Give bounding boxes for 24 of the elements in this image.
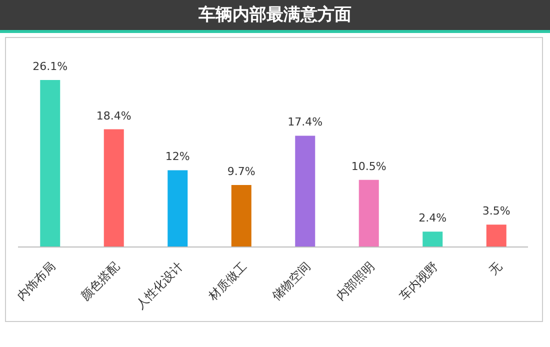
x-tick-label: 车内视野 — [396, 259, 441, 304]
data-label: 9.7% — [227, 164, 256, 178]
x-tick-label: 人性化设计 — [133, 259, 186, 312]
bar — [295, 136, 316, 247]
bar — [168, 170, 188, 247]
data-label: 17.4% — [288, 116, 323, 129]
data-label: 12% — [165, 150, 190, 164]
bar — [358, 180, 379, 247]
data-label: 2.4% — [418, 212, 447, 225]
bar — [486, 224, 506, 247]
x-tick-label: 材质做工 — [204, 259, 250, 304]
bar — [40, 80, 60, 247]
x-tick-label: 无 — [486, 259, 504, 278]
x-tick-label: 内饰布局 — [14, 259, 58, 304]
x-tick-label: 颜色搭配 — [78, 259, 122, 304]
data-label: 3.5% — [482, 204, 510, 218]
bar — [231, 184, 252, 247]
x-tick-label: 内部照明 — [333, 259, 377, 304]
data-label: 10.5% — [351, 160, 386, 173]
data-label: 26.1% — [32, 60, 68, 74]
x-tick-label: 储物空间 — [269, 259, 314, 304]
data-label: 18.4% — [96, 109, 132, 122]
bar — [104, 129, 124, 247]
bar — [422, 232, 443, 247]
